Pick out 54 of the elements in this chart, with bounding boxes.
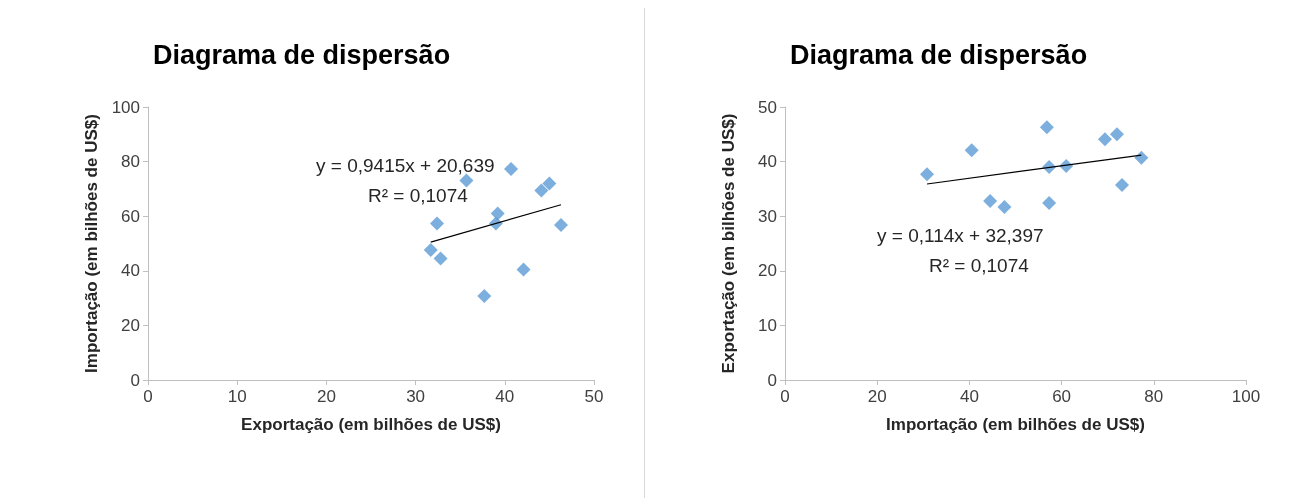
y-tick-label: 40 (758, 152, 777, 172)
point (1109, 127, 1124, 142)
point (997, 199, 1012, 214)
x-axis-title: Exportação (em bilhões de US$) (241, 415, 501, 434)
point (542, 176, 557, 191)
x-tick-label: 50 (584, 387, 604, 406)
x-tick-label: 10 (227, 387, 247, 406)
annotation: y = 0,9415x + 20,639 (316, 155, 495, 176)
y-tick-label: 20 (121, 315, 140, 335)
y-tick-label: 80 (121, 152, 140, 172)
x-axis-title: Importação (em bilhões de US$) (886, 415, 1145, 434)
point (983, 193, 998, 208)
y-tick-label: 50 (758, 97, 777, 117)
annotation: R² = 0,1074 (368, 185, 469, 206)
point (430, 216, 445, 231)
point (1114, 178, 1129, 193)
y-axis-title: Importação (em bilhões de US$) (82, 114, 101, 373)
x-tick-label: 20 (316, 387, 336, 406)
point (1042, 196, 1057, 211)
y-tick-label: 60 (121, 206, 140, 226)
point (516, 262, 531, 277)
x-tick-label: 40 (959, 387, 979, 406)
x-tick-label: 80 (1144, 387, 1164, 406)
point (477, 288, 492, 303)
x-tick-label: 100 (1231, 387, 1261, 406)
y-tick-label: 40 (121, 261, 140, 281)
annotation: R² = 0,1074 (929, 255, 1030, 276)
x-tick-label: 60 (1052, 387, 1072, 406)
y-tick-label: 20 (758, 261, 777, 281)
chart-title: Diagrama de dispersão (153, 39, 451, 70)
chart-title: Diagrama de dispersão (790, 39, 1088, 70)
point (534, 183, 549, 198)
x-tick-label: 30 (406, 387, 426, 406)
y-tick-label: 100 (111, 97, 140, 117)
y-tick-label: 0 (130, 370, 140, 390)
x-tick-label: 0 (143, 387, 153, 406)
y-tick-label: 0 (767, 370, 777, 390)
point (490, 206, 505, 221)
x-tick-label: 20 (867, 387, 887, 406)
point (1134, 150, 1149, 165)
y-tick-label: 10 (758, 315, 777, 335)
point (1097, 132, 1112, 147)
x-tick-label: 40 (495, 387, 515, 406)
point (919, 167, 934, 182)
y-axis-title: Exportação (em bilhões de US$) (719, 113, 738, 374)
point (554, 217, 568, 232)
point (1039, 120, 1054, 135)
point (964, 143, 979, 158)
point (423, 243, 438, 258)
annotation: y = 0,114x + 32,397 (877, 225, 1044, 246)
x-tick-label: 0 (780, 387, 790, 406)
point (433, 251, 448, 266)
y-tick-label: 30 (758, 206, 777, 226)
point (504, 161, 519, 176)
